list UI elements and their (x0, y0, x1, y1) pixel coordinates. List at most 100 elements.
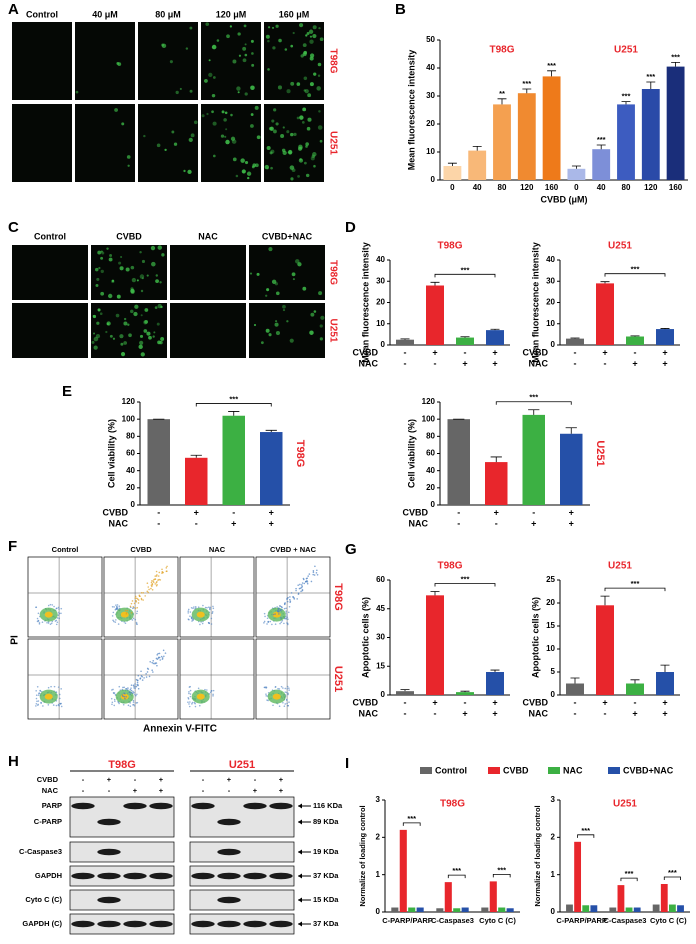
significance-label: *** (547, 61, 556, 70)
event (279, 622, 281, 625)
bar (399, 829, 407, 912)
event (300, 590, 302, 593)
event (267, 699, 269, 702)
event (148, 675, 151, 678)
band (97, 848, 121, 856)
x-axis-label: Annexin V-FITC (143, 724, 217, 735)
cell (267, 68, 270, 71)
cell (309, 56, 314, 61)
significance-bracket (495, 401, 572, 405)
event (157, 575, 160, 577)
cell (131, 277, 137, 283)
event (286, 614, 288, 616)
band (217, 872, 241, 880)
micrograph (138, 22, 198, 100)
band-size: 15 KDa (313, 895, 339, 904)
legend-label: Control (435, 765, 467, 775)
event (122, 695, 124, 698)
event (49, 603, 52, 606)
cell (251, 52, 254, 55)
treatment-name: NAC (109, 518, 129, 528)
bar (596, 605, 614, 695)
treatment-sign: - (404, 347, 407, 357)
legend-swatch (488, 767, 500, 774)
event (114, 608, 117, 611)
treatment-sign: + (492, 708, 497, 718)
band (97, 872, 121, 880)
band (123, 872, 147, 880)
band (123, 920, 147, 928)
treatment-sign: - (457, 507, 460, 517)
event (210, 689, 213, 692)
band-name: Cyto C (C) (25, 895, 62, 904)
chart-title: U251 (613, 799, 637, 810)
cell (119, 334, 124, 339)
event (136, 598, 139, 600)
column-label: 160 μM (279, 9, 310, 19)
legend-swatch (420, 767, 432, 774)
event (155, 662, 158, 664)
event (58, 612, 61, 615)
cell (115, 313, 120, 318)
event (150, 581, 153, 584)
event (154, 583, 157, 585)
treatment-sign: - (574, 358, 577, 368)
event (125, 695, 127, 698)
event (133, 691, 135, 694)
significance-label: *** (229, 394, 238, 403)
cell (312, 33, 317, 39)
cell (296, 82, 301, 86)
event (289, 598, 291, 601)
cell (204, 79, 208, 83)
y-axis-label: Mean fluorescence intensity (360, 242, 370, 363)
event (136, 681, 139, 684)
event (57, 614, 60, 617)
event (284, 602, 286, 604)
cell (250, 85, 255, 91)
cell (244, 53, 248, 57)
event (188, 691, 190, 693)
error-bar (228, 411, 240, 416)
cell (123, 321, 128, 326)
arrow-head (298, 819, 302, 825)
cell (225, 139, 230, 145)
micrograph (12, 22, 72, 100)
event (295, 589, 297, 592)
event (160, 655, 163, 658)
cell (179, 87, 182, 91)
event (36, 685, 39, 688)
significance-label: *** (461, 574, 470, 583)
cell (309, 330, 314, 335)
cell (241, 169, 246, 174)
y-axis-label: PI (10, 635, 21, 645)
event (193, 606, 195, 608)
cell (282, 304, 286, 309)
treatment-name: NAC (409, 518, 429, 528)
event (278, 705, 281, 708)
event (38, 621, 41, 624)
y-axis-label: Normalize of loading control (533, 805, 542, 906)
event (189, 701, 191, 703)
event (162, 649, 165, 652)
cell (267, 39, 270, 43)
cell (237, 91, 240, 94)
arrow-head (298, 849, 302, 855)
treatment-sign: + (231, 518, 236, 528)
event (41, 621, 44, 624)
x-tick-label: Cyto C (C) (479, 916, 516, 925)
significance-label: *** (631, 579, 640, 588)
cell (220, 134, 225, 138)
cell (286, 320, 289, 323)
cell (101, 251, 105, 255)
band-name: C-Caspase3 (19, 847, 62, 856)
cell (309, 53, 315, 58)
event (314, 565, 316, 568)
event (130, 689, 133, 692)
y-tick-label: 40 (426, 466, 435, 475)
y-tick-label: 100 (122, 414, 136, 423)
cell (317, 125, 323, 130)
cell (266, 145, 271, 151)
y-tick-label: 10 (426, 147, 435, 156)
cell (232, 157, 237, 162)
event (198, 704, 201, 707)
